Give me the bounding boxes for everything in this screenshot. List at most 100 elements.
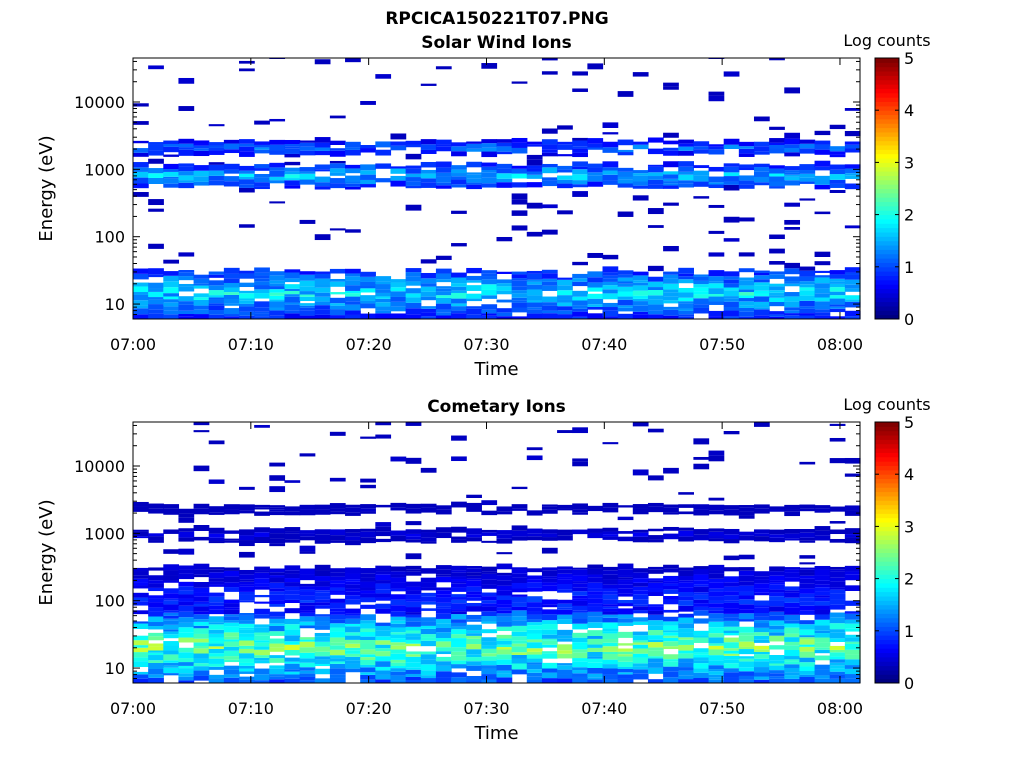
heatmap-cell [723,602,740,606]
heatmap-cell [466,298,482,302]
heatmap-cell [163,504,180,509]
heatmap-cell [193,465,210,472]
heatmap-cell [148,660,164,663]
heatmap-cell [496,299,513,303]
heatmap-cell [587,505,604,512]
heatmap-cell [193,563,210,570]
colorbar-swatch [875,240,899,246]
heatmap-cell [738,567,755,571]
heatmap-cell [345,584,361,589]
heatmap-cell [329,268,346,274]
heatmap-cell [466,174,482,179]
heatmap-cell [375,651,392,657]
heatmap-cell [814,647,831,650]
heatmap-cell [299,280,316,287]
heatmap-cell [526,165,543,169]
heatmap-cell [693,304,710,308]
heatmap-cell [723,238,740,242]
heatmap-cell [193,621,210,626]
heatmap-cell [239,170,255,174]
heatmap-cell [526,174,543,179]
colorbar-swatch [875,249,899,255]
heatmap-cell [163,600,180,605]
heatmap-cell [602,289,619,294]
heatmap-cell [345,573,361,580]
heatmap-cell [572,612,588,619]
colorbar-swatch [875,192,899,198]
heatmap-cell [466,624,482,631]
heatmap-cell [678,644,694,651]
heatmap-cell [451,641,467,648]
heatmap-cell [617,661,634,667]
heatmap-cell [678,628,694,633]
heatmap-cell [254,657,270,661]
y-tick-label: 10000 [74,93,125,112]
heatmap-cell [329,627,346,632]
heatmap-cell [708,573,725,579]
heatmap-cell [526,447,543,451]
heatmap-cell [663,271,679,275]
heatmap-cell [799,601,816,606]
heatmap-cell [617,654,634,657]
colorbar-swatch [875,162,899,168]
heatmap-cell [617,296,634,300]
heatmap-cell [148,208,164,212]
heatmap-cell [299,658,316,663]
heatmap-cell [481,665,498,669]
heatmap-cell [663,609,679,613]
heatmap-cell [390,611,407,617]
heatmap-cell [133,177,149,184]
heatmap-cell [799,308,816,314]
heatmap-cell [602,531,619,535]
colorbar-swatch [875,491,899,497]
heatmap-cell [769,571,785,576]
heatmap-cell [208,674,225,679]
heatmap-cell [557,529,573,533]
heatmap-cell [360,652,376,655]
heatmap-cell [148,674,164,678]
heatmap-cell [587,611,604,617]
heatmap-cell [829,668,846,672]
heatmap-cell [572,623,588,630]
heatmap-cell [435,594,452,598]
heatmap-cell [602,638,619,643]
heatmap-cell [784,659,801,662]
heatmap-cell [329,576,346,581]
heatmap-cell [814,144,831,150]
heatmap-cell [345,58,361,63]
heatmap-cell [557,285,573,291]
heatmap-cell [557,504,573,509]
heatmap-cell [693,170,710,176]
heatmap-cell [299,294,316,297]
heatmap-cell [481,579,498,585]
heatmap-cell [451,536,467,540]
heatmap-cell [632,568,649,573]
heatmap-cell [254,578,270,584]
heatmap-cell [420,144,437,150]
heatmap-cell [708,91,725,96]
heatmap-cell [193,638,210,643]
heatmap-cell [314,646,331,652]
heatmap-cell [405,639,422,644]
heatmap-cell [769,261,785,265]
heatmap-cell [829,538,846,543]
heatmap-cell [133,578,149,583]
heatmap-cell [133,652,149,658]
heatmap-cell [572,311,588,317]
heatmap-cell [360,295,376,301]
heatmap-cell [708,182,725,185]
heatmap-cell [148,168,164,174]
colorbar-swatch [875,478,899,484]
heatmap-cell [587,293,604,299]
heatmap-cell [420,296,437,301]
heatmap-cell [784,509,801,512]
heatmap-cell [587,147,604,150]
heatmap-cell [693,287,710,292]
heatmap-cell [541,582,558,586]
heatmap-cell [405,590,422,595]
colorbar-swatch [875,543,899,549]
heatmap-cell [526,279,543,282]
heatmap-cell [405,581,422,587]
heatmap-cell [587,172,604,176]
heatmap-cell [753,627,770,633]
